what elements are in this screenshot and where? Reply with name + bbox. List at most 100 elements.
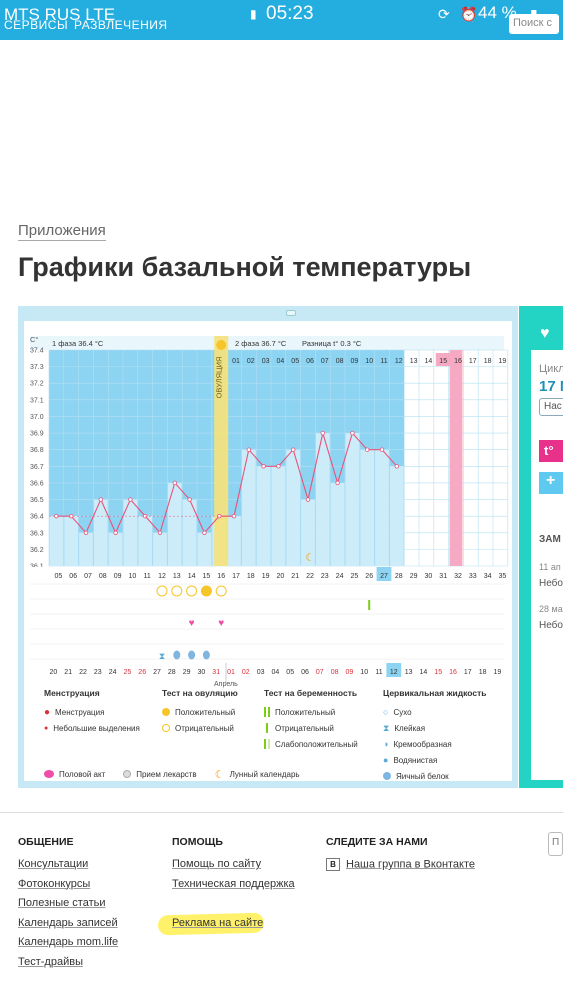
nav-entertainment[interactable]: РАЗВЛЕЧЕНИЯ	[74, 18, 168, 32]
temperature-bar	[108, 532, 123, 566]
temperature-bar	[330, 482, 345, 566]
note-date: 28 ма	[539, 604, 563, 614]
note-text[interactable]: Небо	[539, 578, 563, 589]
highlight-cell	[386, 663, 402, 677]
date-label: 27	[153, 669, 161, 676]
chart-header-band	[30, 336, 504, 350]
top-day-label: 16	[454, 358, 462, 365]
footer-link-advertising[interactable]: Реклама на сайте	[172, 916, 264, 929]
footer-help: ПОМОЩЬ Помощь по сайту Техническая подде…	[172, 836, 295, 936]
date-label: 02	[242, 669, 250, 676]
ovulation-strip	[214, 336, 229, 566]
legend-bottom: Половой акт Прием лекарств ☾ Лунный кален…	[44, 766, 300, 782]
temperature-point	[113, 530, 118, 535]
date-label: 21	[64, 669, 72, 676]
cycle-day-label: 12	[158, 573, 166, 580]
temperature-point	[128, 497, 133, 502]
temperature-point	[350, 430, 355, 436]
cycle-day-label: 25	[351, 573, 359, 580]
cycle-day-label: 21	[291, 573, 299, 580]
temperature-bar	[227, 516, 241, 566]
top-day-label: 18	[484, 358, 492, 365]
cycle-day-label: 13	[173, 573, 181, 580]
footer-side-button[interactable]: П	[548, 832, 563, 856]
phase2-label: 2 фаза 36.7 °C	[235, 339, 287, 348]
sticky-mark: ⧗	[159, 651, 165, 661]
temperature-point	[157, 530, 163, 535]
temperature-bar	[167, 482, 182, 566]
temperature-point	[231, 513, 237, 519]
cycle-day-label: 23	[321, 573, 329, 580]
negative-circle-icon	[162, 724, 170, 732]
temperature-point	[202, 530, 207, 535]
add-button[interactable]: +	[539, 472, 563, 494]
search-input[interactable]: Поиск с	[509, 14, 559, 34]
legend-item: Сухо	[393, 707, 412, 717]
y-axis-label: C°	[30, 335, 38, 344]
cycle-day-label: 11	[144, 573, 151, 580]
note-text[interactable]: Небо	[539, 620, 563, 631]
y-tick-label: 37.3	[30, 364, 44, 371]
footer-heading: ОБЩЕНИЕ	[18, 836, 74, 848]
y-tick-label: 36.6	[30, 480, 44, 487]
temperature-add-button[interactable]: t°	[539, 440, 563, 462]
moon-icon: ☾	[214, 768, 225, 781]
cycle-day-label: 27	[380, 573, 388, 580]
legend-item: Слабоположительный	[275, 739, 358, 749]
settings-button[interactable]: Нас	[539, 398, 563, 416]
date-label: 17	[464, 669, 472, 676]
footer-link[interactable]: Тест-драйвы	[18, 955, 83, 968]
footer-link[interactable]: Календарь записей	[18, 916, 118, 929]
footer-link[interactable]: Фотоконкурсы	[18, 877, 91, 890]
month-label: Апрель	[214, 681, 238, 688]
pregnancy-test-mark	[368, 600, 371, 610]
footer-link[interactable]: Техническая поддержка	[172, 877, 295, 890]
highlight-cell	[376, 567, 392, 581]
legend-item: Положительный	[275, 707, 336, 717]
positive-circle-icon	[162, 708, 170, 716]
temperature-bar	[49, 516, 64, 566]
cycle-sidebar: Цикл 17 М Нас t° + ЗАМ 11 ап Небо 28 ма …	[531, 350, 563, 780]
note-date: 11 ап	[539, 562, 561, 572]
battery-label: 44 %	[478, 3, 517, 22]
date-label: 19	[494, 669, 502, 676]
positive-strip-icon	[264, 707, 270, 717]
y-tick-label: 36.2	[30, 547, 44, 554]
date-label: 29	[183, 669, 191, 676]
temperature-point	[305, 497, 311, 502]
nav-services[interactable]: СЕРВИСЫ	[4, 18, 69, 32]
temperature-bar	[301, 499, 315, 566]
cycle-day-label: 19	[262, 573, 270, 580]
top-day-label: 10	[365, 358, 373, 365]
date-label: 11	[375, 669, 382, 676]
y-tick-label: 36.4	[30, 514, 44, 521]
breadcrumb[interactable]: Приложения	[18, 222, 106, 241]
intercourse-heart-icon: ♥	[189, 618, 195, 629]
scroll-handle[interactable]	[286, 310, 296, 316]
date-label: 05	[286, 669, 294, 676]
top-day-label: 04	[277, 358, 285, 365]
ovulation-label: ОВУЛЯЦИЯ	[214, 356, 224, 398]
cycle-day-label: 16	[217, 573, 225, 580]
top-day-label: 09	[351, 358, 359, 365]
footer-link[interactable]: Полезные статьи	[18, 897, 106, 909]
footer-link[interactable]: Календарь mom.life	[18, 936, 119, 948]
ovulation-test-mark	[200, 585, 212, 597]
heart-icon[interactable]: ♥	[540, 325, 550, 342]
legend-item: Водянистая	[393, 755, 438, 765]
date-label: 30	[198, 669, 206, 676]
creamy-icon: ◑	[383, 739, 389, 749]
legend-item: Прием лекарств	[136, 769, 197, 779]
footer-link[interactable]: Консультации	[18, 858, 89, 870]
footer-link[interactable]: Помощь по сайту	[172, 858, 262, 870]
top-day-label: 08	[336, 358, 344, 365]
sim-icon: ▮	[250, 7, 257, 21]
date-label: 06	[301, 669, 309, 676]
egg-white-mark	[202, 650, 210, 660]
vk-group-link[interactable]: Наша группа в Вконтакте	[346, 858, 476, 871]
top-day-label: 02	[247, 358, 255, 365]
moon-mark: ☾	[305, 552, 315, 564]
footer-divider	[0, 812, 563, 813]
alarm-icon: ⏰	[460, 6, 478, 22]
